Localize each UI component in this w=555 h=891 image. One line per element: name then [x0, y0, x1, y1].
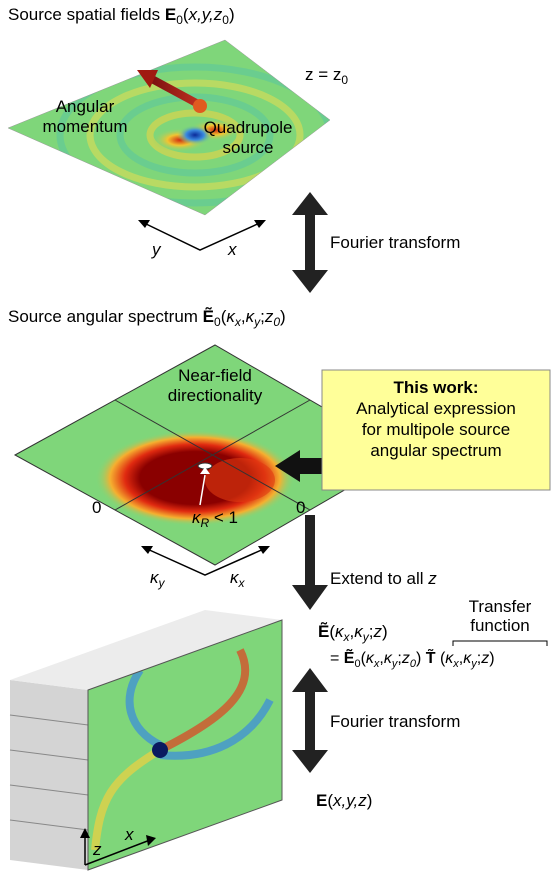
- text-part: 0: [341, 73, 348, 87]
- text-part: ): [280, 307, 286, 326]
- text-part: z: [480, 650, 489, 667]
- text-part: ): [229, 5, 235, 24]
- text-part: x,y,z: [332, 791, 367, 810]
- axis-x3: x: [124, 825, 134, 844]
- text-part: z: [401, 650, 410, 667]
- text-part: x: [238, 576, 246, 590]
- axis-kx: κx: [230, 568, 246, 590]
- plane-label: z = z0: [305, 65, 348, 87]
- text-part: Ẽ: [318, 621, 329, 641]
- this-work-heading: This work:: [393, 378, 478, 397]
- text-part: Transfer: [469, 597, 532, 616]
- text-part: Extend to all: [330, 569, 428, 588]
- extend: Extend to all z: [330, 569, 437, 588]
- text-part: T̃: [426, 647, 436, 667]
- axis-y: y: [151, 240, 162, 259]
- text-part: Analytical expression: [356, 399, 516, 418]
- text-part: directionality: [168, 386, 263, 405]
- text-part: momentum: [42, 117, 127, 136]
- text-part: y: [158, 576, 166, 590]
- fourier-1: Fourier transform: [330, 233, 460, 252]
- text-part: Ẽ: [344, 647, 355, 667]
- text-part: x,y,z: [188, 5, 223, 24]
- text-part: E: [316, 791, 327, 810]
- text-part: angular spectrum: [370, 441, 501, 460]
- text-part: =: [330, 650, 344, 667]
- text-part: < 1: [209, 508, 238, 527]
- equation-lhs: Ẽ(κx,κy;z): [318, 621, 388, 644]
- text-part: ): [382, 622, 388, 641]
- text-part: function: [470, 616, 530, 635]
- this-work-text: Analytical expression for multipole sourc…: [356, 399, 516, 460]
- text-part: Ẽ: [203, 306, 214, 326]
- text-part: Angular: [56, 97, 115, 116]
- text-part: Source spatial fields: [8, 5, 165, 24]
- text-part: ): [367, 791, 373, 810]
- text-part: source: [222, 138, 273, 157]
- output: E(x,y,z): [316, 791, 372, 810]
- text-part: z: [264, 307, 274, 326]
- text-part: z: [427, 569, 437, 588]
- zero-label: 0: [296, 498, 305, 517]
- axis-z: z: [92, 840, 102, 859]
- title-1: Source spatial fields E0(x,y,z0): [8, 5, 235, 27]
- kappa-r: κR < 1: [192, 508, 238, 530]
- diagram: Source spatial fields E0(x,y,z0) z = z0 …: [0, 0, 555, 891]
- text-part: Quadrupole: [204, 118, 293, 137]
- axis-ky: κy: [150, 568, 166, 590]
- text-part: Source angular spectrum: [8, 307, 203, 326]
- zero-label: 0: [92, 498, 101, 517]
- text-part: ): [489, 650, 494, 667]
- title-2: Source angular spectrum Ẽ0(κx,κy;z0): [8, 306, 286, 329]
- text-part: E: [165, 5, 176, 24]
- equation-rhs: = Ẽ0(κx,κy;z0) T̃ (κx,κy;z): [330, 647, 495, 670]
- fourier-2: Fourier transform: [330, 712, 460, 731]
- text-part: Near-field: [178, 366, 252, 385]
- text-part: for multipole source: [362, 420, 510, 439]
- double-arrow: [292, 192, 328, 293]
- text-part: z = z: [305, 65, 341, 84]
- text-part: z: [372, 622, 382, 641]
- text-part: R: [201, 516, 210, 530]
- axis-x: x: [227, 240, 237, 259]
